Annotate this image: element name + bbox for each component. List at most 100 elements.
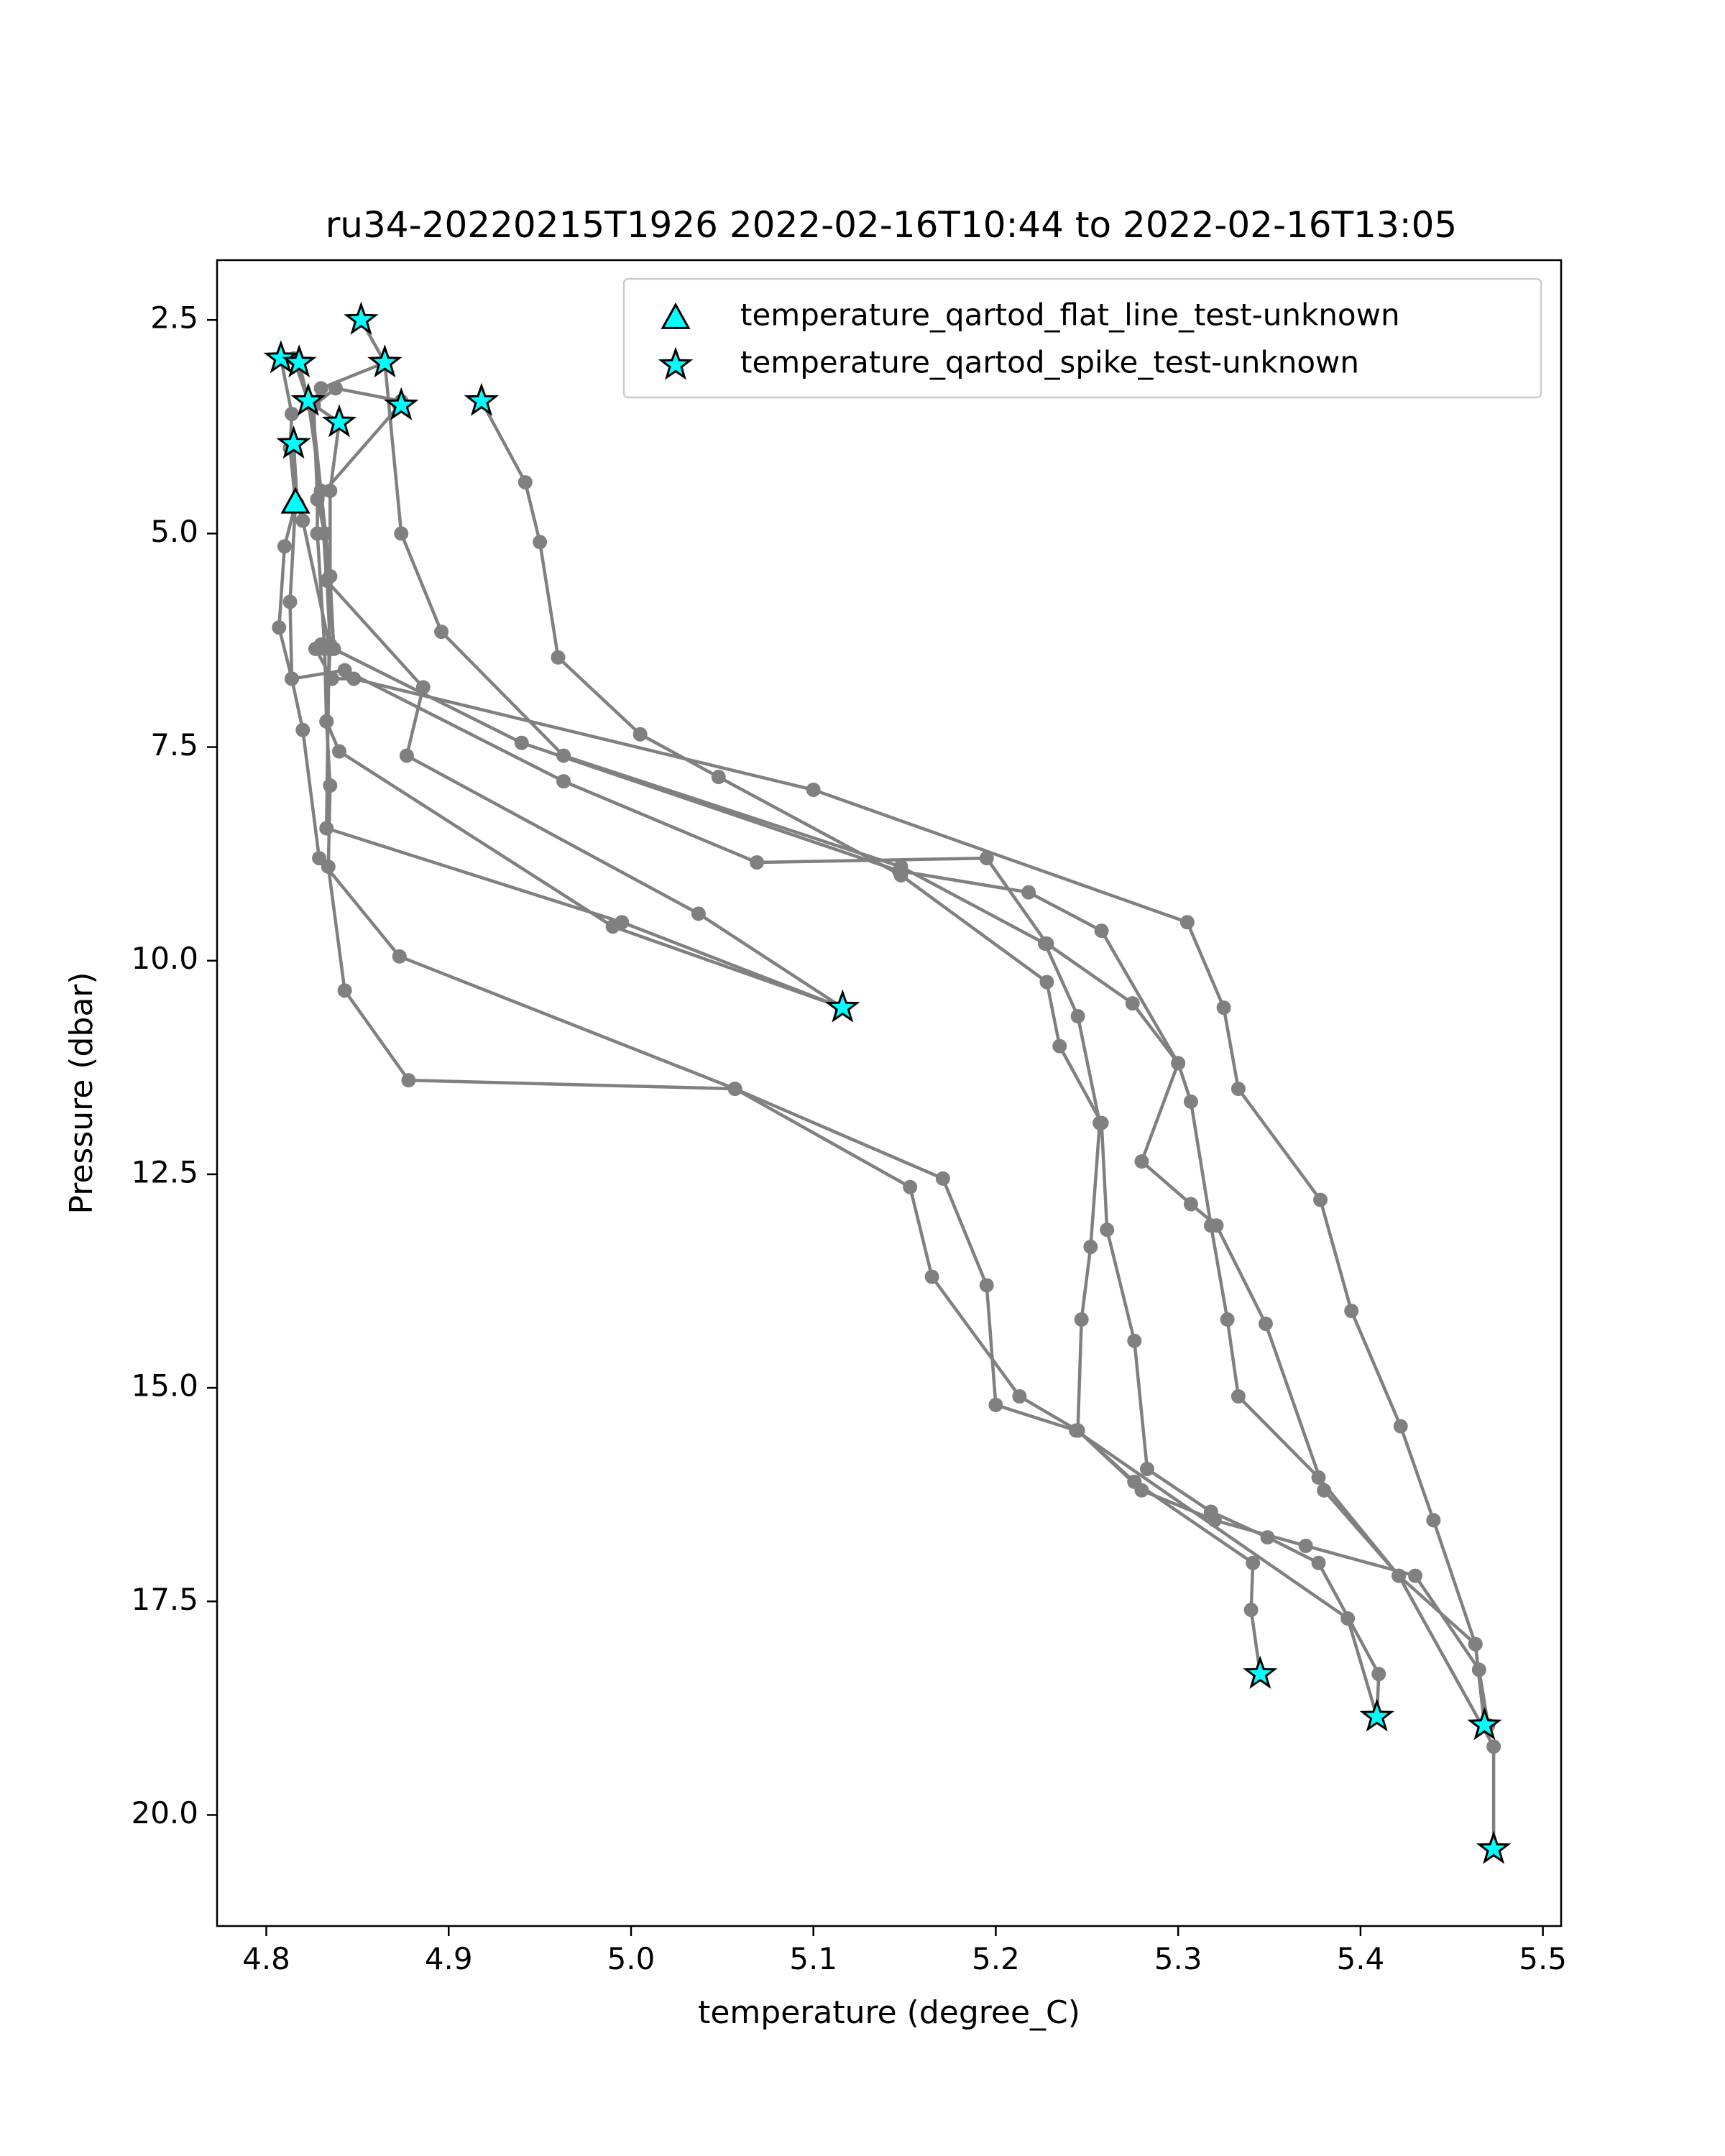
spike-flag-marker [464,382,500,416]
y-tick-label: 5.0 [150,514,198,549]
spike-flag-marker [1476,1830,1512,1864]
legend-star-marker [658,346,694,380]
profile-point [328,381,343,396]
profile-point [1393,1419,1408,1434]
legend-star-glyph [658,346,694,380]
y-axis-label: Pressure (dbar) [63,972,100,1214]
profile-point [346,671,362,686]
profile-point [1246,1555,1261,1570]
x-tick-label: 5.0 [607,1941,656,1976]
y-tick-label: 17.5 [131,1582,198,1617]
profile-point [1426,1513,1441,1528]
profile-point [295,722,310,737]
x-tick-label: 5.4 [1336,1941,1384,1976]
profile-point [1344,1304,1359,1319]
x-tick-label: 5.5 [1519,1941,1567,1976]
profile-point [1069,1423,1084,1438]
profile-point [1371,1667,1386,1682]
profile-point [1094,923,1109,939]
profile-point [1179,915,1195,930]
x-axis-label: temperature (degree_C) [698,1994,1080,2031]
y-tick-label: 7.5 [150,727,198,763]
profile-point [1134,1483,1149,1498]
profile-point [282,594,298,609]
profile-point [313,381,328,396]
spike-flag-marker [321,404,357,438]
profile-point [285,671,300,686]
axes-frame [216,259,1563,1927]
profile-point [691,906,706,921]
y-axis-ticks: 2.5 5.0 7.5 10.0 12.5 15.0 17.5 20.0 [131,300,217,1830]
y-tick-label: 12.5 [131,1154,198,1189]
spike-flag-marker [344,301,379,335]
profile-point [1468,1636,1483,1651]
spike-flag-marker [276,425,311,459]
profile-point [1094,1115,1109,1130]
profile-point [434,625,449,640]
profile-point [556,774,571,789]
profile-point [979,1278,994,1293]
markers-layer [263,301,1512,1864]
profile-point [1100,1222,1115,1238]
spike-flag-marker [1359,1698,1394,1732]
profile-point [1311,1555,1326,1570]
profile-point [1083,1239,1098,1254]
profile-point [317,526,332,541]
y-tick-label: 2.5 [150,300,198,336]
profile-point [750,855,765,870]
legend: temperature_qartod_flat_line_test-unknow… [622,277,1542,399]
spike-flag-marker [1467,1707,1502,1741]
profile-point [1171,1056,1186,1071]
y-tick-label: 20.0 [131,1795,198,1830]
profile-point [399,748,414,763]
profile-point [806,783,821,798]
profile-point [924,1269,939,1284]
profile-point [1012,1388,1027,1404]
profile-point [1039,936,1054,951]
legend-box [622,277,1542,399]
profile-point [285,406,300,421]
spike-flag-marker [263,340,299,374]
profile-point [988,1397,1003,1412]
x-tick-label: 4.9 [425,1941,473,1976]
profile-point [1203,1218,1218,1233]
x-tick-label: 5.1 [789,1941,837,1976]
profile-point [727,1082,742,1097]
profile-point [1140,1462,1155,1477]
x-tick-label: 4.8 [242,1941,290,1976]
profile-line [316,403,1490,1727]
profile-point [337,983,352,998]
profile-point [1125,996,1140,1011]
profile-point [533,535,548,550]
profile-point [1127,1333,1142,1348]
profile-point [891,863,906,878]
legend-label-flat-line: temperature_qartod_flat_line_test-unknow… [740,298,1400,333]
profile-point [551,650,566,665]
profile-point [392,949,407,964]
chart-title: ru34-20220215T1926 2022-02-16T10:44 to 2… [326,204,1458,246]
y-tick-label: 15.0 [131,1368,198,1404]
spike-flag-marker [825,989,860,1023]
profile-point [1340,1611,1356,1626]
profile-point [1183,1197,1198,1212]
profile-point [1074,1312,1089,1327]
profile-point [615,915,630,930]
profile-line [479,399,1381,1719]
profile-point [1258,1316,1273,1331]
legend-triangle-marker [661,302,691,329]
profile-series-9 [306,381,1492,1733]
profile-point [319,821,334,836]
profile-point [312,851,327,866]
x-tick-label: 5.3 [1154,1941,1202,1976]
x-tick-label: 5.2 [972,1941,1020,1976]
spike-flag-marker [367,344,402,378]
profile-point [632,727,648,742]
profile-point [1021,885,1036,900]
spike-flag-marker [384,387,419,420]
profile-point [401,1073,416,1088]
profile-point [1230,1388,1246,1404]
y-tick-label: 10.0 [131,941,198,976]
profile-point [272,620,287,635]
profile-point [1216,1000,1231,1015]
